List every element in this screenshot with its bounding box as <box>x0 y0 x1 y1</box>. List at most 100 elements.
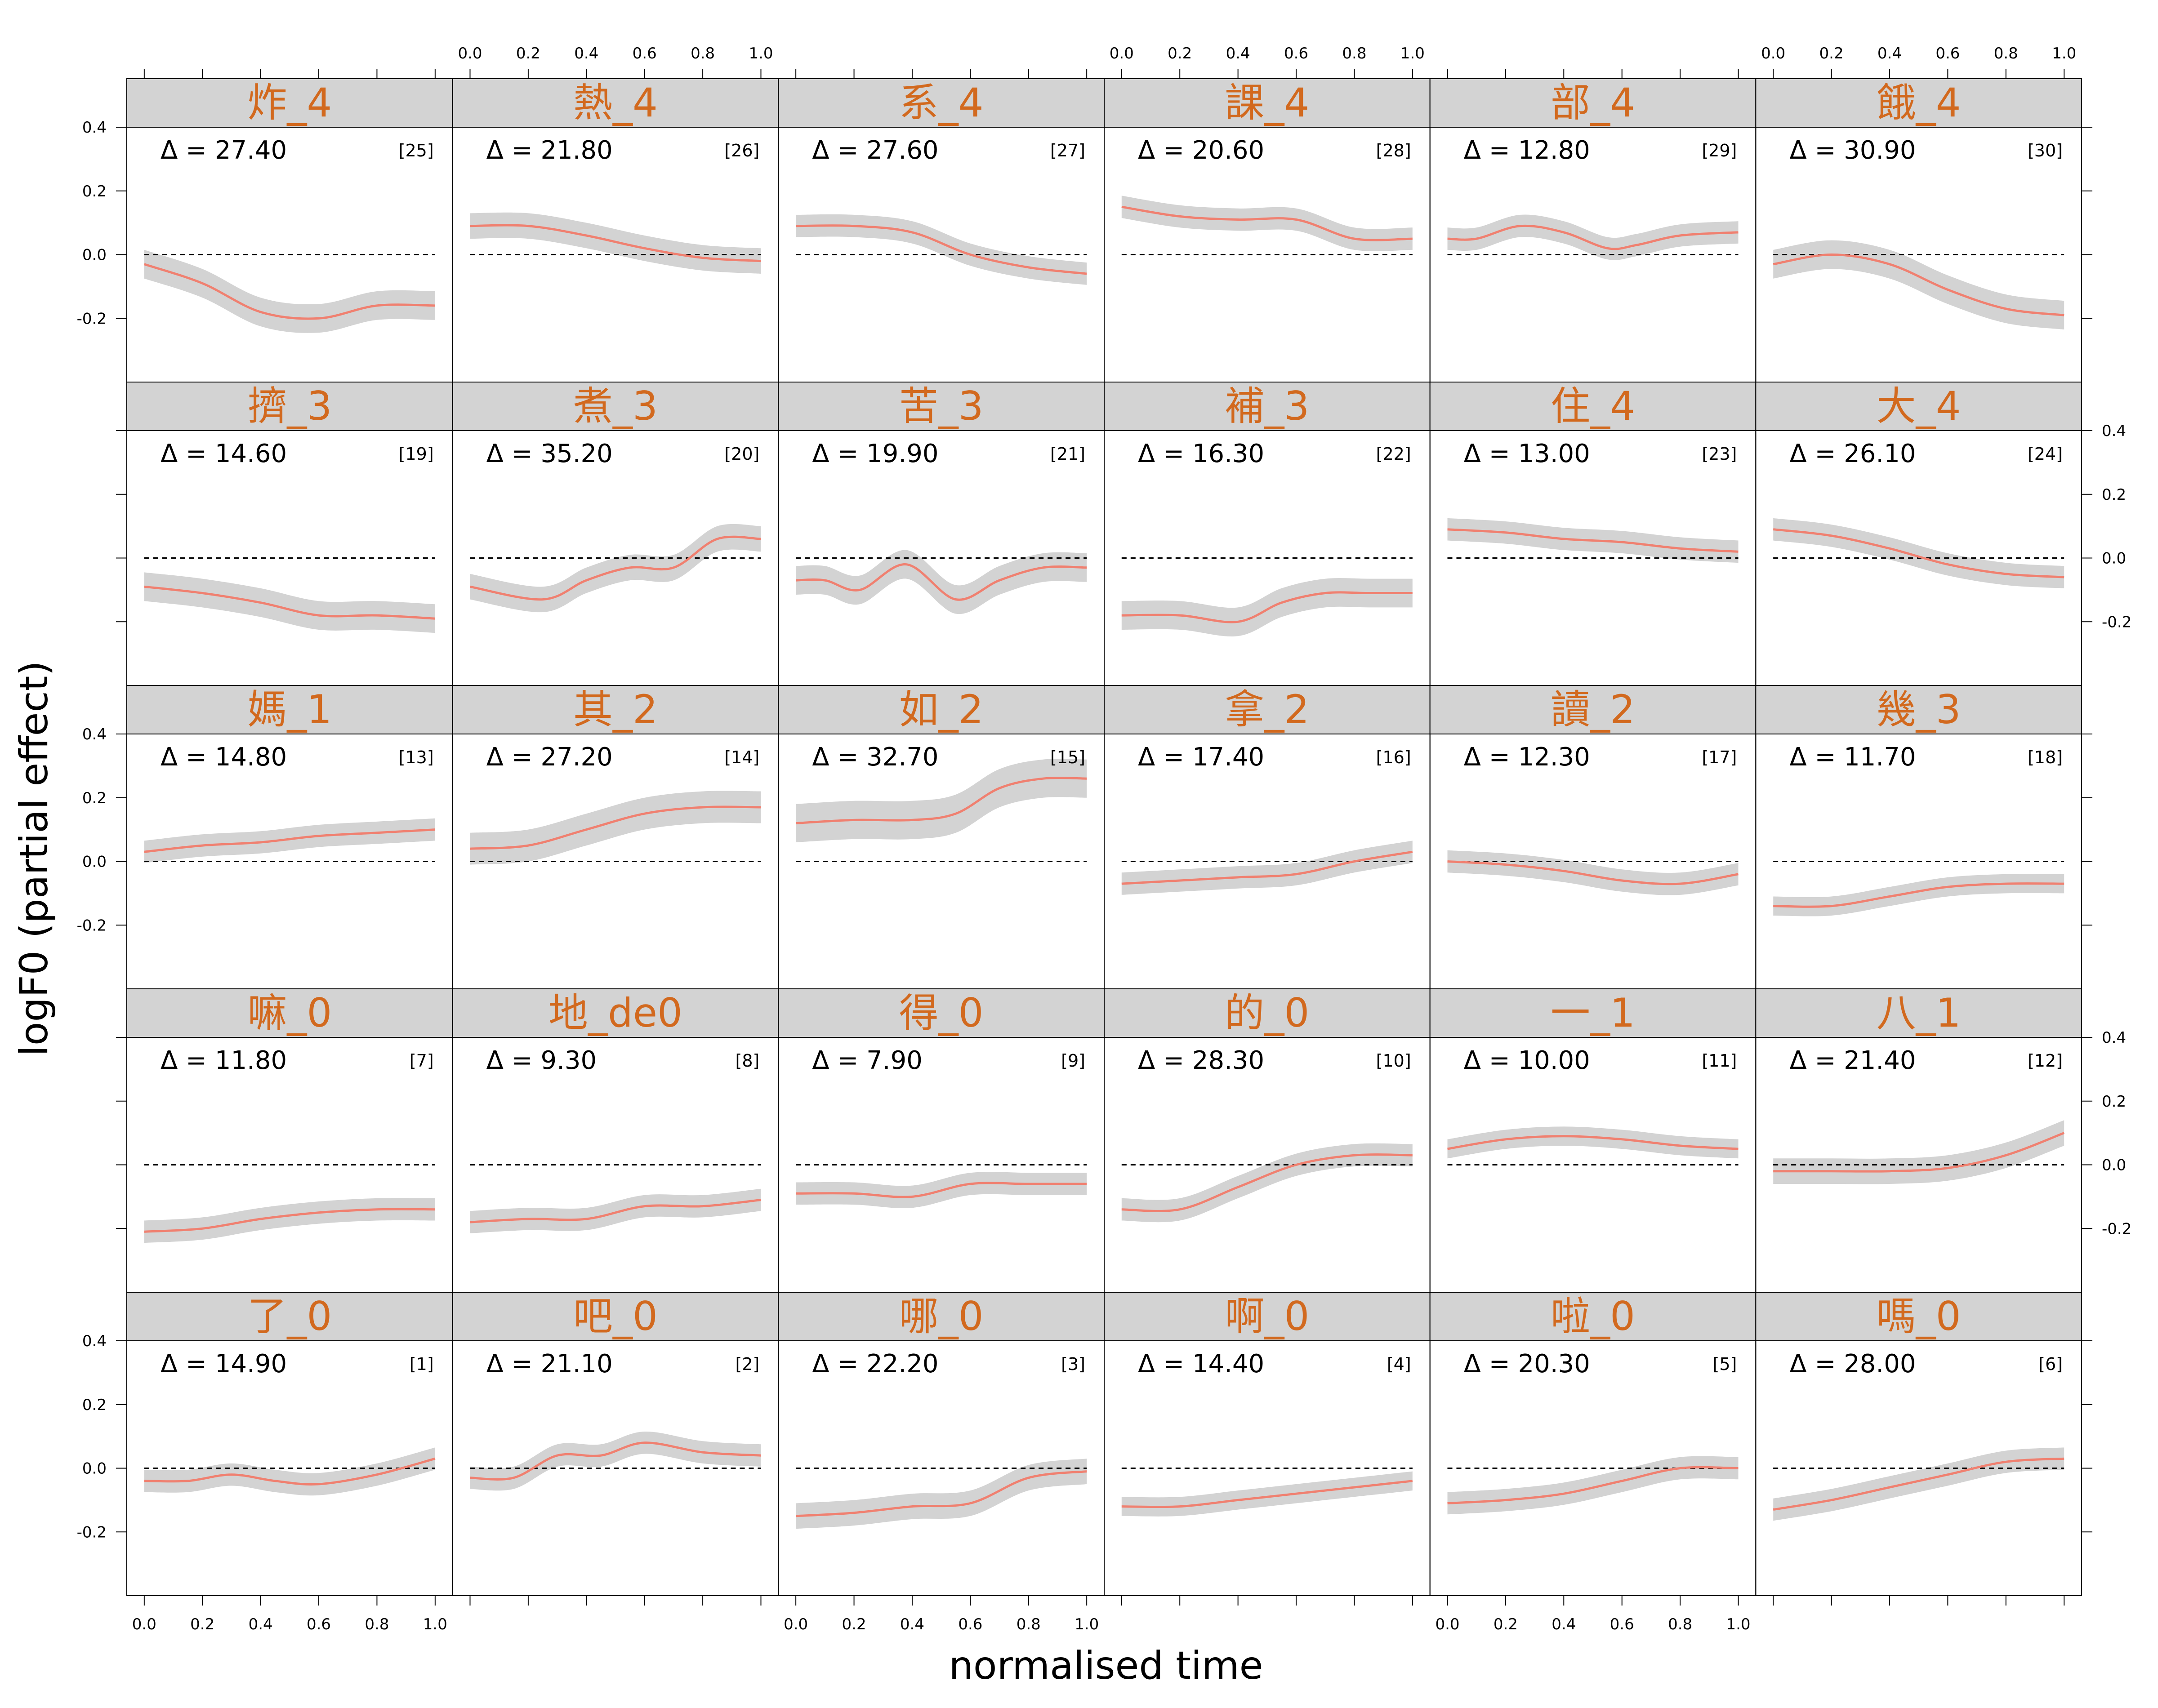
delta-label: Δ = 20.30 <box>1464 1349 1590 1379</box>
panel-strip <box>1755 1292 2082 1341</box>
panel: 煮_3 Δ = 35.20 [20] <box>452 382 779 686</box>
panel-index-label: [2] <box>736 1354 760 1374</box>
confidence-band <box>1773 1120 2064 1184</box>
panel: 拿_2 Δ = 17.40 [16] <box>1104 685 1431 989</box>
panel-strip-label: 炸_4 <box>247 80 332 126</box>
panel: 熱_4 Δ = 21.80 [26] <box>452 78 779 383</box>
x-tick-label-top: 0.0 <box>1110 44 1134 62</box>
panel-strip-label: 啊_0 <box>1225 1293 1309 1339</box>
panel-index-label: [11] <box>1702 1051 1737 1071</box>
x-tick-label-top: 1.0 <box>749 44 773 62</box>
panel-index-label: [13] <box>399 747 434 767</box>
confidence-band <box>144 1447 435 1496</box>
fitted-curve <box>144 585 435 620</box>
panel-index-label: [19] <box>399 444 434 464</box>
confidence-band <box>144 249 435 333</box>
panel: 餓_4 Δ = 30.90 [30] <box>1755 78 2082 383</box>
x-tick-label-top: 0.8 <box>1342 44 1366 62</box>
panel: 嘛_0 Δ = 11.80 [7] <box>126 988 453 1293</box>
delta-label: Δ = 12.80 <box>1464 136 1590 165</box>
x-tick-label-top: 0.8 <box>1994 44 2018 62</box>
panel: 系_4 Δ = 27.60 [27] <box>778 78 1105 383</box>
panel-strip <box>778 685 1105 734</box>
y-tick-label-left: 0.0 <box>82 246 107 264</box>
panel-strip-label: 苦_3 <box>899 383 984 429</box>
fitted-curve <box>470 1441 761 1481</box>
panel-index-label: [8] <box>736 1051 760 1071</box>
panel-strip-label: 得_0 <box>899 990 984 1036</box>
x-tick-label-bottom: 1.0 <box>423 1615 447 1633</box>
panel-index-label: [5] <box>1713 1354 1737 1374</box>
panel-strip-label: 嗎_0 <box>1877 1293 1961 1339</box>
y-tick-label-left: 0.2 <box>82 1396 107 1414</box>
fitted-curve <box>144 1208 435 1233</box>
panel-strip <box>1429 988 1757 1038</box>
confidence-band <box>1121 841 1413 895</box>
delta-label: Δ = 12.30 <box>1464 743 1590 772</box>
y-tick-label-left: 0.4 <box>82 119 107 137</box>
panel-strip <box>778 988 1105 1038</box>
delta-label: Δ = 10.00 <box>1464 1046 1590 1075</box>
x-tick-label-top: 0.4 <box>1226 44 1250 62</box>
panel: 住_4 Δ = 13.00 [23] <box>1429 382 1757 686</box>
confidence-band <box>1447 1126 1739 1159</box>
panel-index-label: [29] <box>1702 141 1737 160</box>
confidence-band <box>1447 214 1739 260</box>
x-tick-label-bottom: 0.2 <box>190 1615 214 1633</box>
confidence-band <box>1773 240 2064 330</box>
fitted-curve <box>1447 528 1739 553</box>
fitted-curve <box>144 263 435 320</box>
fitted-curve <box>796 1470 1087 1517</box>
y-tick-label-right: 0.2 <box>2102 486 2126 504</box>
panel: 苦_3 Δ = 19.90 [21] <box>778 382 1105 686</box>
panel-strip <box>1104 78 1431 128</box>
y-tick-label-left: -0.2 <box>77 1523 107 1541</box>
x-tick-label-bottom: 1.0 <box>1075 1615 1099 1633</box>
panel-index-label: [1] <box>410 1354 434 1374</box>
confidence-band <box>470 524 761 613</box>
panel-strip <box>452 1292 779 1341</box>
fitted-curve <box>1773 528 2064 578</box>
panel: 如_2 Δ = 32.70 [15] <box>778 685 1105 989</box>
delta-label: Δ = 14.90 <box>161 1349 287 1379</box>
x-tick-label-top: 0.4 <box>1877 44 1902 62</box>
fitted-curve <box>1773 1132 2065 1173</box>
x-tick-label-bottom: 0.4 <box>249 1615 273 1633</box>
y-tick-label-left: 0.4 <box>82 1332 107 1350</box>
delta-label: Δ = 28.30 <box>1138 1046 1264 1075</box>
panel: 八_1 Δ = 21.40 [12] <box>1755 988 2082 1293</box>
delta-label: Δ = 13.00 <box>1464 439 1590 468</box>
x-tick-label-bottom: 0.4 <box>900 1615 924 1633</box>
x-tick-label-bottom: 0.6 <box>958 1615 982 1633</box>
panel-index-label: [14] <box>724 747 759 767</box>
panel-strip-label: 煮_3 <box>573 383 658 429</box>
panel-strip <box>778 1292 1105 1341</box>
fitted-curve <box>796 1182 1087 1198</box>
delta-label: Δ = 14.80 <box>161 743 287 772</box>
panel: 啊_0 Δ = 14.40 [4] <box>1104 1292 1431 1596</box>
delta-label: Δ = 21.10 <box>486 1349 613 1379</box>
panel: 其_2 Δ = 27.20 [14] <box>452 685 779 989</box>
panel-index-label: [4] <box>1387 1354 1411 1374</box>
panel-strip-label: 住_4 <box>1551 383 1635 429</box>
panel-strip-label: 吧_0 <box>573 1293 658 1339</box>
y-tick-label-right: 0.0 <box>2102 1156 2126 1174</box>
x-tick-label-top: 0.6 <box>1284 44 1308 62</box>
panel-strip <box>1755 382 2082 431</box>
panel-index-label: [9] <box>1061 1051 1085 1071</box>
panel-strip <box>1755 685 2082 734</box>
y-tick-label-right: 0.0 <box>2102 550 2126 568</box>
panel: 擠_3 Δ = 14.60 [19] <box>126 382 453 686</box>
confidence-band <box>144 818 435 863</box>
x-tick-label-top: 0.6 <box>1935 44 1960 62</box>
panel: 炸_4 Δ = 27.40 [25] <box>126 78 453 383</box>
panel-strip <box>126 685 453 734</box>
confidence-band <box>1773 1447 2064 1521</box>
y-tick-label-right: 0.4 <box>2102 422 2126 440</box>
y-tick-label-left: -0.2 <box>77 310 107 328</box>
x-tick-label-top: 0.8 <box>691 44 715 62</box>
x-tick-label-bottom: 0.0 <box>784 1615 808 1633</box>
y-tick-label-left: 0.0 <box>82 853 107 871</box>
delta-label: Δ = 22.20 <box>812 1349 938 1379</box>
delta-label: Δ = 27.40 <box>161 136 287 165</box>
